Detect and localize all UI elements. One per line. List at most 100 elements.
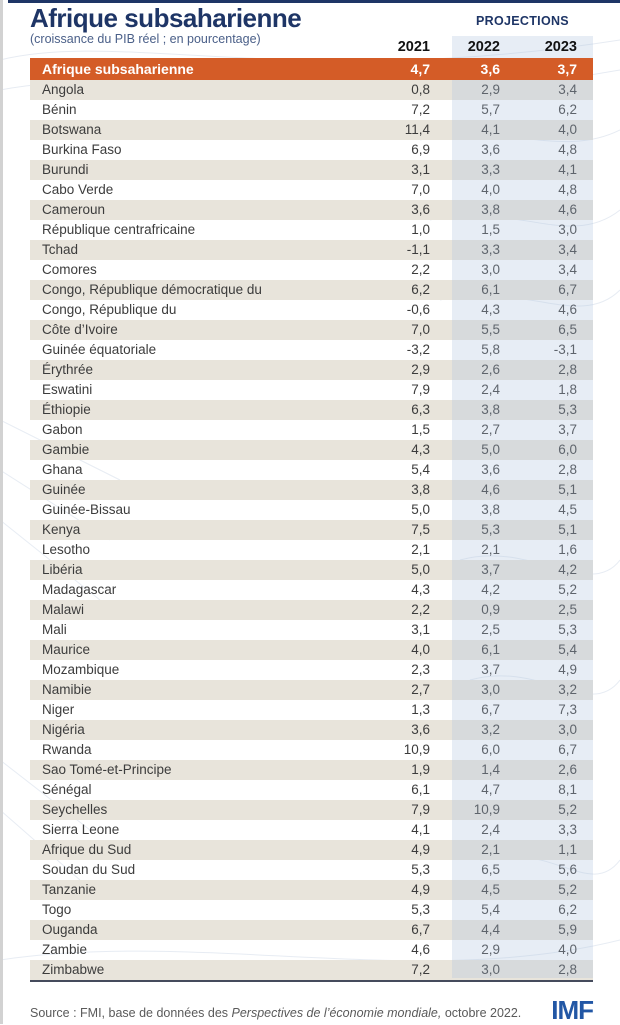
- source-prefix: Source : FMI, base de données des: [30, 1006, 232, 1020]
- value-cell-2021: 3,8: [411, 482, 430, 497]
- table-row: Namibie 2,7 3,0 3,2: [30, 680, 593, 700]
- value-cell-2023: 4,9: [558, 662, 577, 677]
- value-cell-2021: 6,9: [411, 142, 430, 157]
- value-cell-2022: 4,0: [481, 182, 500, 197]
- value-cell-2023: -3,1: [553, 342, 577, 357]
- source-suffix: octobre 2022.: [441, 1006, 522, 1020]
- value-cell-2022: 6,5: [481, 862, 500, 877]
- table-row: Éthiopie 6,3 3,8 5,3: [30, 400, 593, 420]
- value-cell-2021: 5,3: [411, 862, 430, 877]
- value-cell-2023: 8,1: [558, 782, 577, 797]
- value-cell-2022: 3,3: [481, 162, 500, 177]
- value-cell-2021: 2,3: [411, 662, 430, 677]
- value-cell-2021: 3,6: [411, 202, 430, 217]
- value-cell-2022: 5,4: [481, 902, 500, 917]
- value-cell-2023: 4,5: [558, 502, 577, 517]
- value-cell-2021: -3,2: [406, 342, 430, 357]
- table-row: Sierra Leone 4,1 2,4 3,3: [30, 820, 593, 840]
- country-cell: République centrafricaine: [42, 222, 196, 237]
- region-total-value-2021: 4,7: [410, 61, 430, 77]
- table-row: Mali 3,1 2,5 5,3: [30, 620, 593, 640]
- value-cell-2022: 6,0: [481, 742, 500, 757]
- table-row: Congo, République du -0,6 4,3 4,6: [30, 300, 593, 320]
- country-cell: Sénégal: [42, 782, 92, 797]
- table-row: Burundi 3,1 3,3 4,1: [30, 160, 593, 180]
- footer: Source : FMI, base de données des Perspe…: [30, 997, 594, 1023]
- country-cell: Maurice: [42, 642, 91, 657]
- column-header-2023: 2023: [544, 39, 577, 55]
- table-row: Maurice 4,0 6,1 5,4: [30, 640, 593, 660]
- region-total-row: Afrique subsaharienne 4,7 3,6 3,7: [30, 58, 593, 80]
- value-cell-2023: 6,0: [558, 442, 577, 457]
- value-cell-2023: 5,2: [558, 802, 577, 817]
- value-cell-2022: 3,8: [481, 502, 500, 517]
- value-cell-2021: 10,9: [403, 742, 430, 757]
- value-cell-2022: 3,0: [481, 682, 500, 697]
- country-cell: Cameroun: [42, 202, 106, 217]
- value-cell-2021: 6,7: [411, 922, 430, 937]
- value-cell-2021: 3,6: [411, 722, 430, 737]
- country-cell: Kenya: [42, 522, 81, 537]
- country-cell: Sao Tomé-et-Principe: [42, 762, 172, 777]
- country-cell: Lesotho: [42, 542, 91, 557]
- value-cell-2022: 4,5: [481, 882, 500, 897]
- value-cell-2021: 4,1: [411, 822, 430, 837]
- data-table: Afrique subsaharienne 4,7 3,6 3,7 Angola…: [30, 36, 593, 982]
- value-cell-2023: 5,1: [558, 482, 577, 497]
- source-note: Source : FMI, base de données des Perspe…: [30, 1006, 521, 1022]
- value-cell-2022: 4,4: [481, 922, 500, 937]
- value-cell-2022: 3,0: [481, 962, 500, 977]
- country-cell: Burundi: [42, 162, 89, 177]
- country-cell: Guinée équatoriale: [42, 342, 157, 357]
- country-cell: Zambie: [42, 942, 88, 957]
- country-cell: Soudan du Sud: [42, 862, 136, 877]
- country-cell: Bénin: [42, 102, 77, 117]
- value-cell-2022: 5,7: [481, 102, 500, 117]
- country-cell: Ghana: [42, 462, 83, 477]
- table-row: Guinée 3,8 4,6 5,1: [30, 480, 593, 500]
- table-row: Seychelles 7,9 10,9 5,2: [30, 800, 593, 820]
- value-cell-2021: 7,2: [411, 102, 430, 117]
- table-row: Sao Tomé-et-Principe 1,9 1,4 2,6: [30, 760, 593, 780]
- value-cell-2021: 2,2: [411, 262, 430, 277]
- value-cell-2023: 6,2: [558, 902, 577, 917]
- value-cell-2022: 1,5: [481, 222, 500, 237]
- value-cell-2023: 4,6: [558, 202, 577, 217]
- table-row: Kenya 7,5 5,3 5,1: [30, 520, 593, 540]
- value-cell-2021: 2,1: [411, 542, 430, 557]
- value-cell-2023: 1,1: [558, 842, 577, 857]
- value-cell-2021: 6,1: [411, 782, 430, 797]
- value-cell-2021: 1,5: [411, 422, 430, 437]
- country-cell: Tchad: [42, 242, 79, 257]
- table-row: Érythrée 2,9 2,6 2,8: [30, 360, 593, 380]
- table-row: Guinée équatoriale -3,2 5,8 -3,1: [30, 340, 593, 360]
- region-total-value-2023: 3,7: [557, 61, 577, 77]
- value-cell-2022: 0,9: [481, 602, 500, 617]
- table-row: Mozambique 2,3 3,7 4,9: [30, 660, 593, 680]
- value-cell-2023: 5,2: [558, 582, 577, 597]
- value-cell-2023: 2,8: [558, 362, 577, 377]
- country-rows-container: Angola 0,8 2,9 3,4 Bénin 7,2 5,7 6,2 Botswana 11,…: [30, 80, 593, 980]
- value-cell-2023: 2,8: [558, 962, 577, 977]
- value-cell-2023: 1,6: [558, 542, 577, 557]
- top-accent-bar: [8, 0, 620, 3]
- country-cell: Sierra Leone: [42, 822, 120, 837]
- value-cell-2021: 11,4: [404, 122, 430, 137]
- country-cell: Congo, République du: [42, 302, 177, 317]
- value-cell-2021: 4,9: [411, 842, 430, 857]
- table-row: Congo, République démocratique du 6,2 6,1 6…: [30, 280, 593, 300]
- value-cell-2021: 5,4: [411, 462, 430, 477]
- table-row: Côte d’Ivoire 7,0 5,5 6,5: [30, 320, 593, 340]
- value-cell-2021: 5,0: [411, 502, 430, 517]
- table-row: République centrafricaine 1,0 1,5 3,0: [30, 220, 593, 240]
- table-row: Zimbabwe 7,2 3,0 2,8: [30, 960, 593, 980]
- value-cell-2023: 5,4: [558, 642, 577, 657]
- value-cell-2023: 3,3: [558, 822, 577, 837]
- value-cell-2023: 4,2: [558, 562, 577, 577]
- value-cell-2023: 3,0: [558, 222, 577, 237]
- country-cell: Ouganda: [42, 922, 98, 937]
- country-cell: Guinée: [42, 482, 86, 497]
- year-header-row: 2021 2022 2023: [30, 36, 593, 58]
- country-cell: Zimbabwe: [42, 962, 105, 977]
